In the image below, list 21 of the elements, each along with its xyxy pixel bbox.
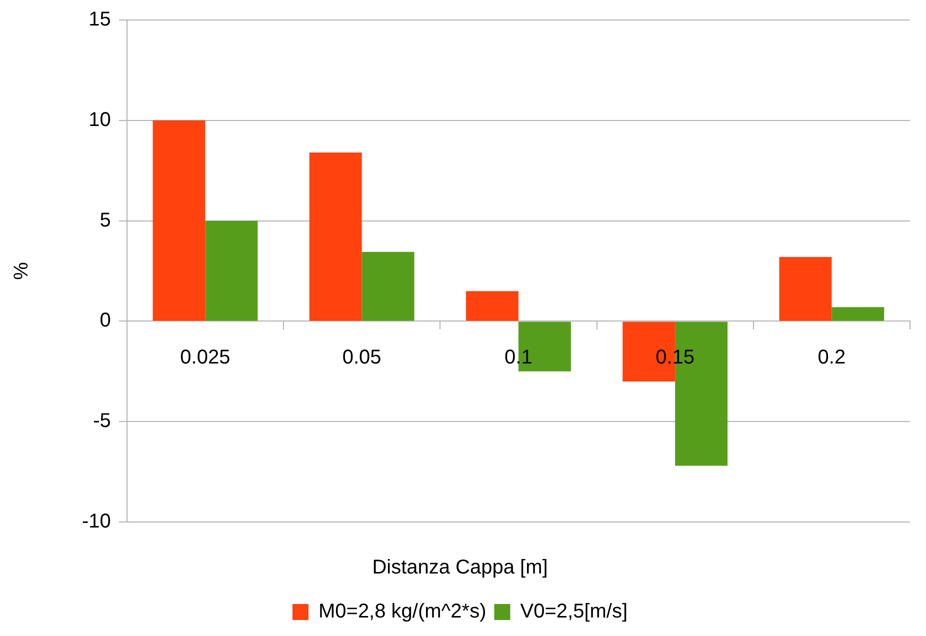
y-tick-label: 15 — [88, 8, 111, 31]
y-tick-label: 10 — [88, 108, 111, 131]
legend-label: V0=2,5[m/s] — [520, 600, 628, 623]
legend-label: M0=2,8 kg/(m^2*s) — [318, 600, 486, 623]
y-tick-label: 0 — [100, 310, 111, 332]
bar — [832, 307, 884, 321]
y-tick-label: 5 — [100, 209, 111, 232]
bar — [362, 252, 414, 321]
x-axis-title: Distanza Cappa [m] — [372, 556, 548, 579]
x-tick-label: 0.15 — [656, 346, 695, 369]
x-tick-label: 0.025 — [180, 346, 230, 369]
bar — [152, 120, 206, 321]
y-axis-title: % — [10, 262, 33, 280]
bar — [205, 220, 258, 321]
x-tick-label: 0.05 — [342, 346, 382, 369]
y-tick-label: -5 — [93, 410, 111, 432]
bar — [309, 152, 362, 321]
bar — [779, 256, 832, 321]
x-tick-label: 0.2 — [818, 346, 846, 369]
bar — [466, 291, 518, 321]
y-tick-label: -10 — [82, 510, 111, 533]
